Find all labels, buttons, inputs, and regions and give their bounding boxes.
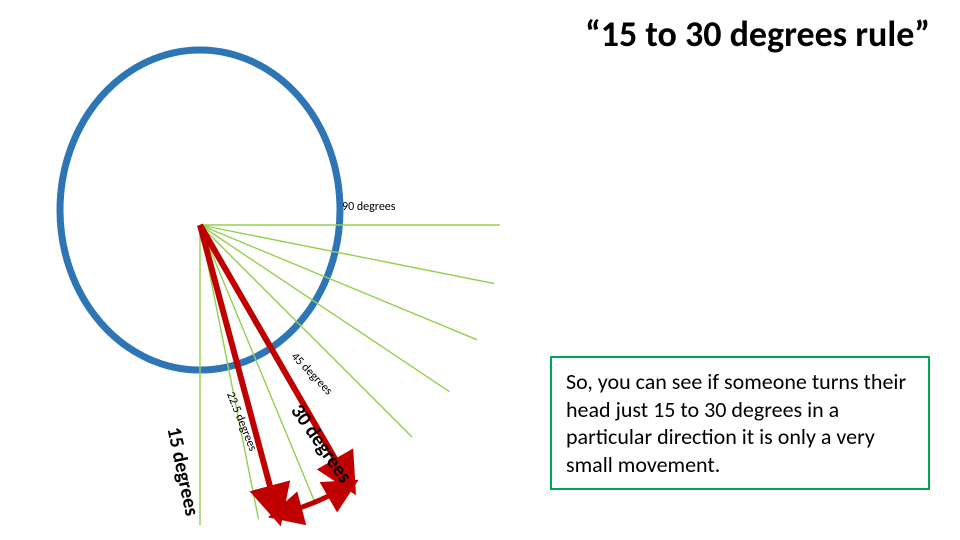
- label-90-degrees: 90 degrees: [342, 200, 395, 214]
- callout-text: So, you can see if someone turns their h…: [566, 368, 906, 478]
- callout-box: So, you can see if someone turns their h…: [550, 356, 930, 490]
